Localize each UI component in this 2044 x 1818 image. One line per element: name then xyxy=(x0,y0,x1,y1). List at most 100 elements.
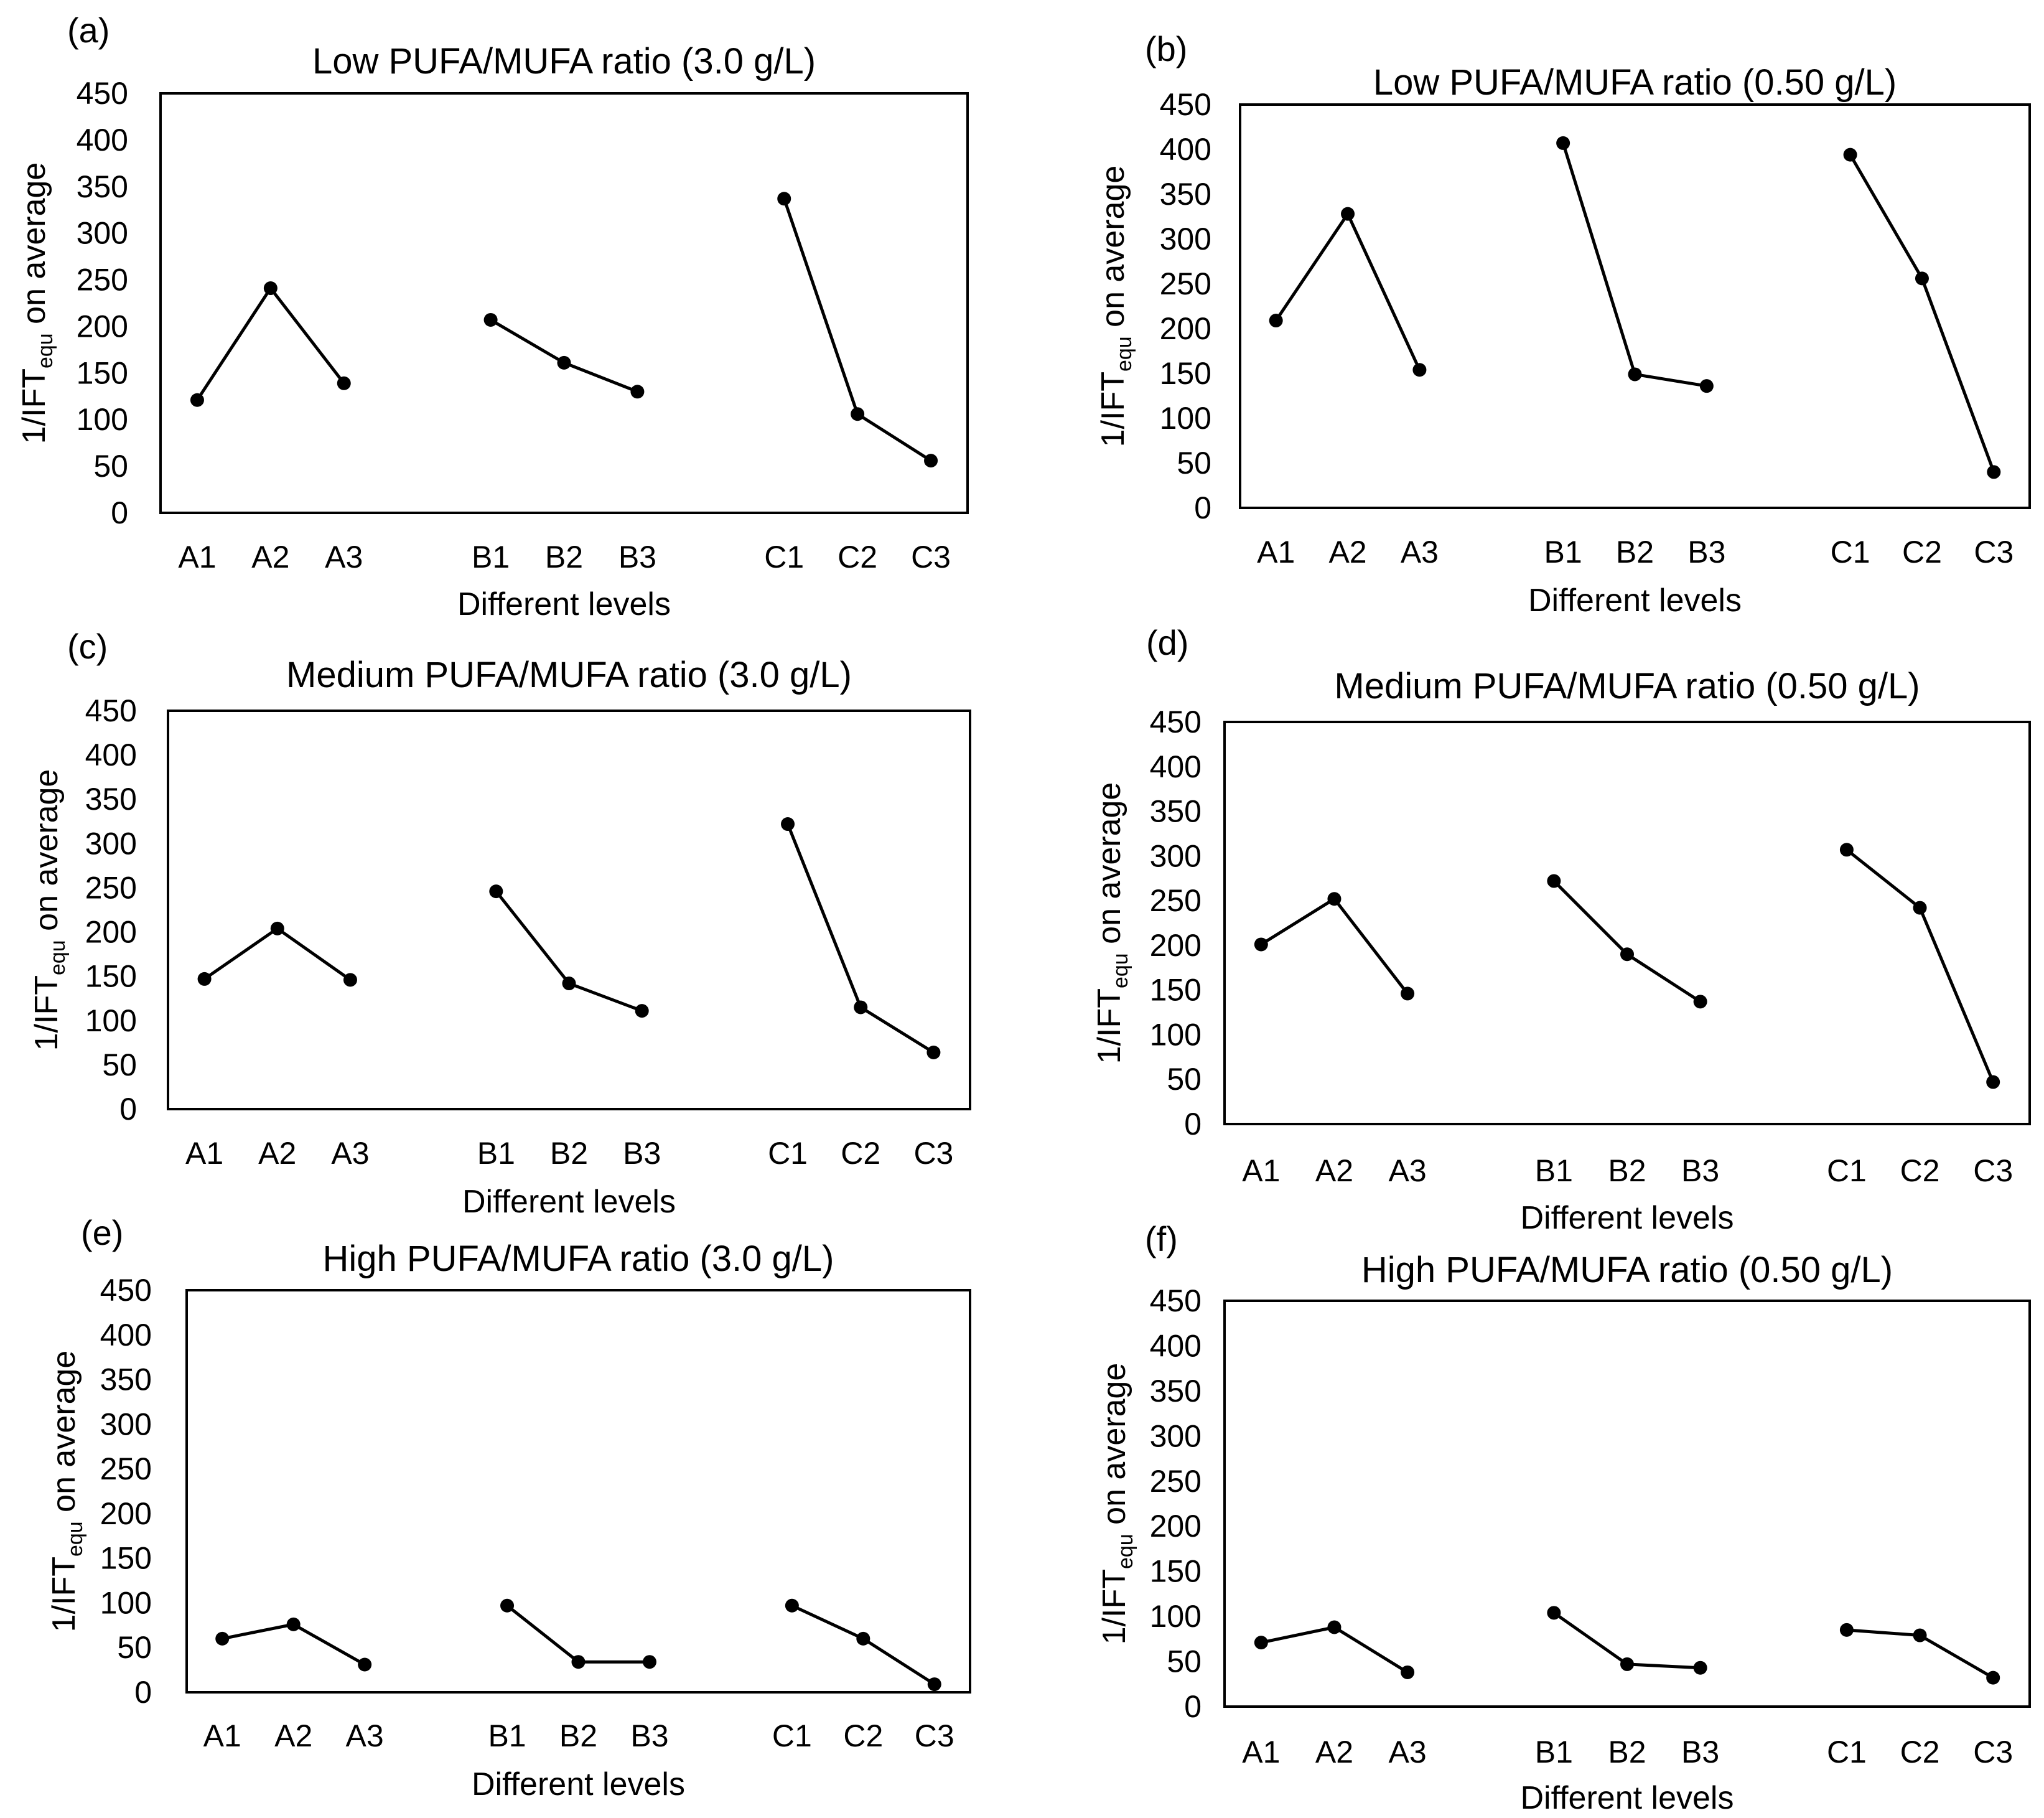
y-tick-label: 0 xyxy=(1184,1107,1202,1141)
y-tick-label: 450 xyxy=(100,1273,152,1308)
plot-frame xyxy=(1223,1300,2031,1708)
y-tick-label: 300 xyxy=(77,216,128,251)
y-tick-label: 250 xyxy=(100,1451,152,1486)
data-point-c1 xyxy=(1843,148,1857,162)
y-tick-label: 100 xyxy=(1150,1017,1202,1052)
data-point-b3 xyxy=(630,385,645,399)
y-tick-label: 150 xyxy=(1150,973,1202,1008)
x-tick-label: C2 xyxy=(841,1136,880,1171)
x-tick-label: A3 xyxy=(1389,1153,1427,1188)
panel-letter: (a) xyxy=(67,11,110,50)
x-tick-label: C1 xyxy=(1827,1735,1867,1769)
data-point-b3 xyxy=(635,1004,649,1018)
series-line-b xyxy=(1552,879,1701,1003)
y-tick-label: 400 xyxy=(1150,749,1202,784)
x-tick-label: C3 xyxy=(1974,535,2014,569)
y-tick-label: 400 xyxy=(77,123,128,157)
x-tick-label: C3 xyxy=(1973,1735,2013,1769)
data-point-c2 xyxy=(1913,1628,1927,1642)
y-tick-label: 50 xyxy=(93,449,128,484)
x-tick-label: B2 xyxy=(559,1718,597,1753)
y-tick-label: 50 xyxy=(1167,1644,1202,1679)
data-point-b2 xyxy=(562,977,576,991)
y-axis-label: 1/IFTequ on average xyxy=(29,769,70,1051)
y-tick-label: 150 xyxy=(1160,356,1211,391)
data-point-c2 xyxy=(1915,271,1929,286)
chart-title: High PUFA/MUFA ratio (3.0 g/L) xyxy=(323,1239,834,1279)
chart-title: Medium PUFA/MUFA ratio (0.50 g/L) xyxy=(1334,666,1920,706)
data-point-b1 xyxy=(483,312,498,327)
x-tick-label: A2 xyxy=(274,1718,312,1753)
panel-letter: (c) xyxy=(67,627,108,666)
x-tick-label: C2 xyxy=(838,540,877,574)
data-point-c1 xyxy=(785,1598,799,1613)
y-tick-label: 350 xyxy=(85,782,137,817)
data-point-c2 xyxy=(854,1000,868,1014)
y-tick-label: 100 xyxy=(100,1585,152,1620)
data-point-a2 xyxy=(1327,892,1342,906)
x-tick-label: B1 xyxy=(1535,1153,1573,1188)
data-point-c3 xyxy=(924,454,938,468)
data-point-c3 xyxy=(1986,1670,2000,1685)
y-tick-label: 350 xyxy=(77,169,128,204)
x-tick-label: C2 xyxy=(843,1718,883,1753)
plot-frame xyxy=(159,92,969,514)
x-tick-label: A1 xyxy=(203,1718,241,1753)
series-line-c xyxy=(1846,848,1995,1083)
data-point-a2 xyxy=(286,1617,301,1631)
data-point-c3 xyxy=(1986,1075,2000,1089)
series-line-c xyxy=(782,198,932,462)
y-tick-label: 300 xyxy=(1150,1418,1202,1453)
data-point-c1 xyxy=(781,817,795,832)
y-tick-label: 350 xyxy=(100,1362,152,1397)
x-tick-label: C2 xyxy=(1900,1153,1940,1188)
data-point-c3 xyxy=(1987,465,2001,479)
series-line-a xyxy=(1274,210,1421,371)
x-tick-label: B2 xyxy=(1608,1153,1646,1188)
panel-letter: (e) xyxy=(81,1213,123,1252)
data-point-c2 xyxy=(851,407,865,421)
panel-letter: (f) xyxy=(1145,1219,1178,1258)
data-point-a3 xyxy=(337,376,351,390)
y-tick-label: 400 xyxy=(1150,1328,1202,1363)
data-point-c1 xyxy=(1839,843,1854,857)
data-point-a2 xyxy=(1341,207,1355,221)
x-tick-label: A2 xyxy=(1315,1153,1353,1188)
x-tick-label: A2 xyxy=(1315,1735,1353,1769)
y-axis-label: 1/IFTequ on average xyxy=(16,162,57,444)
y-tick-label: 250 xyxy=(1160,266,1211,301)
x-tick-label: B3 xyxy=(1681,1153,1719,1188)
y-tick-label: 400 xyxy=(100,1318,152,1352)
plot-frame xyxy=(1239,103,2031,509)
data-point-b1 xyxy=(1556,136,1570,150)
data-point-b3 xyxy=(1693,995,1707,1009)
x-tick-label: C3 xyxy=(911,540,951,574)
chart-title: Low PUFA/MUFA ratio (3.0 g/L) xyxy=(312,41,816,82)
y-axis-label: 1/IFTequ on average xyxy=(1091,782,1132,1064)
data-point-c2 xyxy=(1913,901,1927,915)
y-tick-label: 100 xyxy=(1160,401,1211,436)
y-tick-label: 150 xyxy=(100,1541,152,1576)
y-tick-label: 400 xyxy=(1160,132,1211,167)
series-line-b xyxy=(490,318,638,393)
x-tick-label: A1 xyxy=(178,540,216,574)
x-tick-label: A1 xyxy=(185,1136,223,1171)
data-point-c1 xyxy=(1839,1623,1854,1637)
y-tick-label: 300 xyxy=(100,1407,152,1441)
data-point-b1 xyxy=(1547,874,1561,888)
y-tick-label: 150 xyxy=(85,959,137,994)
x-tick-label: C1 xyxy=(764,540,804,574)
y-tick-label: 350 xyxy=(1150,794,1202,829)
data-point-a1 xyxy=(1254,937,1268,952)
y-tick-label: 450 xyxy=(1160,87,1211,122)
y-tick-label: 200 xyxy=(77,309,128,344)
chart-panel: (b) Low PUFA/MUFA ratio (0.50 g/L) 0 50 100 1… xyxy=(1095,29,2031,619)
x-tick-label: A1 xyxy=(1242,1735,1280,1769)
chart-panel: (e) High PUFA/MUFA ratio (3.0 g/L) 0 50 100 1… xyxy=(46,1213,971,1802)
x-tick-label: C1 xyxy=(772,1718,812,1753)
x-tick-label: C2 xyxy=(1902,535,1942,569)
data-point-c1 xyxy=(777,192,791,206)
y-tick-label: 0 xyxy=(134,1675,152,1710)
x-tick-label: A3 xyxy=(1389,1735,1427,1769)
